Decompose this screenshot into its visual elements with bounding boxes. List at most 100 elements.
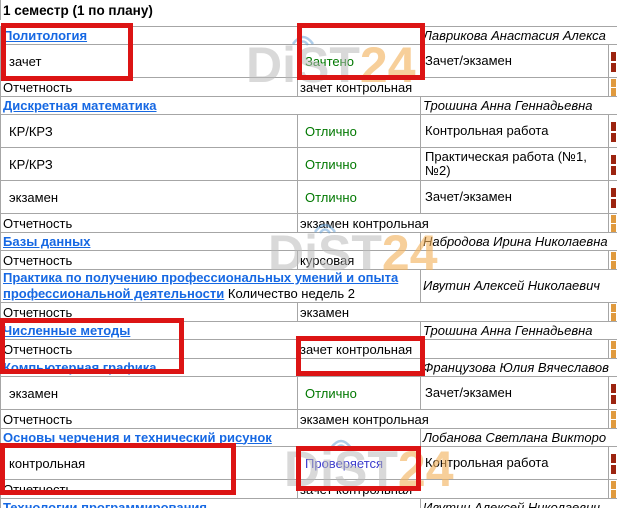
report-label: Отчетность xyxy=(0,479,298,499)
subject-link[interactable]: Практика по получению профессиональных у… xyxy=(3,270,399,302)
report-label: Отчетность xyxy=(0,409,298,429)
table-row-title: Технологии программирования Ивутин Алексе… xyxy=(0,498,617,508)
edge-clipped-cell xyxy=(608,250,617,270)
table-row-title: Практика по получению профессиональных у… xyxy=(0,269,617,303)
edge-clipped-cell xyxy=(608,44,617,78)
table-row-data: зачет Зачтено Зачет/экзамен xyxy=(0,44,617,78)
subject-link[interactable]: Политология xyxy=(3,27,88,43)
teacher-name: Трошина Анна Геннадьевна xyxy=(420,96,617,115)
edge-text-fragment xyxy=(611,199,617,208)
subject-link[interactable]: Основы черчения и технический рисунок xyxy=(3,429,272,445)
subject-link[interactable]: Дискретная математика xyxy=(3,97,157,113)
table-edge-tick xyxy=(0,0,1,20)
edge-clipped-cell xyxy=(608,147,617,181)
control-type-label: зачет xyxy=(0,44,298,78)
edge-text-fragment xyxy=(611,490,617,498)
report-value: зачет контрольная xyxy=(296,339,610,359)
edge-clipped-cell xyxy=(608,339,617,359)
edge-text-fragment xyxy=(611,155,617,164)
edge-text-fragment xyxy=(611,166,617,175)
subject-cell: Политология xyxy=(0,26,422,45)
table-row-report: Отчетность экзамен контрольная xyxy=(0,213,617,233)
edge-text-fragment xyxy=(611,313,617,321)
grades-table: Политология Лаврикова Анастасия Алекса зач… xyxy=(0,26,617,508)
edge-clipped-cell xyxy=(608,77,617,97)
subject-cell: Практика по получению профессиональных у… xyxy=(0,269,422,303)
teacher-name: Ивутин Алексей Николаевич xyxy=(420,498,617,508)
table-row-data: КР/КРЗ Отлично Контрольная работа xyxy=(0,114,617,148)
edge-clipped-cell xyxy=(608,213,617,233)
edge-text-fragment xyxy=(611,252,617,260)
subject-link[interactable]: Численные методы xyxy=(3,322,131,338)
table-row-title: Базы данных Набродова Ирина Николаевна xyxy=(0,232,617,251)
report-value: экзамен контрольная xyxy=(296,213,610,233)
teacher-name: Ивутин Алексей Николаевич xyxy=(420,269,617,303)
teacher-name: Трошина Анна Геннадьевна xyxy=(420,321,617,340)
edge-text-fragment xyxy=(611,88,617,96)
table-row-data: контрольная Проверяется Контрольная работа xyxy=(0,446,617,480)
edge-text-fragment xyxy=(611,454,617,463)
report-label: Отчетность xyxy=(0,339,298,359)
edge-text-fragment xyxy=(611,384,617,393)
edge-text-fragment xyxy=(611,79,617,87)
edge-text-fragment xyxy=(611,395,617,404)
edge-text-fragment xyxy=(611,304,617,312)
control-type-label: экзамен xyxy=(0,376,298,410)
work-type-label: Зачет/экзамен xyxy=(420,376,610,410)
edge-text-fragment xyxy=(611,411,617,419)
subject-link[interactable]: Технологии программирования xyxy=(3,499,207,508)
edge-text-fragment xyxy=(611,350,617,358)
subject-cell: Дискретная математика xyxy=(0,96,422,115)
grade-value: Отлично xyxy=(296,114,422,148)
report-value: курсовая xyxy=(296,250,610,270)
report-value: экзамен xyxy=(296,302,610,322)
edge-text-fragment xyxy=(611,481,617,489)
work-type-label: Контрольная работа xyxy=(420,446,610,480)
teacher-name: Набродова Ирина Николаевна xyxy=(420,232,617,251)
work-type-label: Зачет/экзамен xyxy=(420,180,610,214)
edge-text-fragment xyxy=(611,215,617,223)
subject-cell: Компьютерная графика xyxy=(0,358,422,377)
table-row-report: Отчетность курсовая xyxy=(0,250,617,270)
teacher-name: Лобанова Светлана Викторо xyxy=(420,428,617,447)
subject-cell: Технологии программирования xyxy=(0,498,422,508)
table-row-report: Отчетность экзамен xyxy=(0,302,617,322)
edge-text-fragment xyxy=(611,261,617,269)
edge-text-fragment xyxy=(611,52,617,61)
table-row-data: экзамен Отлично Зачет/экзамен xyxy=(0,376,617,410)
table-row-report: Отчетность зачет контрольная xyxy=(0,77,617,97)
edge-clipped-cell xyxy=(608,114,617,148)
report-value: зачет контрольная xyxy=(296,77,610,97)
table-row-report: Отчетность зачет контрольная xyxy=(0,339,617,359)
table-row-title: Политология Лаврикова Анастасия Алекса xyxy=(0,26,617,45)
table-row-title: Основы черчения и технический рисунок Лоб… xyxy=(0,428,617,447)
edge-text-fragment xyxy=(611,224,617,232)
control-type-label: КР/КРЗ xyxy=(0,147,298,181)
table-row-data: КР/КРЗ Отлично Практическая работа (№1, №2… xyxy=(0,147,617,181)
table-row-report: Отчетность зачет контрольная xyxy=(0,479,617,499)
work-type-label: Зачет/экзамен xyxy=(420,44,610,78)
subject-cell: Базы данных xyxy=(0,232,422,251)
report-label: Отчетность xyxy=(0,250,298,270)
edge-text-fragment xyxy=(611,465,617,474)
grade-value: Проверяется xyxy=(296,446,422,480)
edge-text-fragment xyxy=(611,133,617,142)
table-row-data: экзамен Отлично Зачет/экзамен xyxy=(0,180,617,214)
control-type-label: контрольная xyxy=(0,446,298,480)
teacher-name: Французова Юлия Вячеславов xyxy=(420,358,617,377)
work-type-label: Контрольная работа xyxy=(420,114,610,148)
edge-text-fragment xyxy=(611,188,617,197)
grade-value: Отлично xyxy=(296,376,422,410)
edge-text-fragment xyxy=(611,122,617,131)
edge-clipped-cell xyxy=(608,180,617,214)
subject-link[interactable]: Компьютерная графика xyxy=(3,359,157,375)
table-row-report: Отчетность экзамен контрольная xyxy=(0,409,617,429)
subject-link[interactable]: Базы данных xyxy=(3,233,91,249)
edge-clipped-cell xyxy=(608,376,617,410)
edge-text-fragment xyxy=(611,420,617,428)
table-row-title: Компьютерная графика Французова Юлия Вяче… xyxy=(0,358,617,377)
report-label: Отчетность xyxy=(0,213,298,233)
work-type-label: Практическая работа (№1, №2) xyxy=(420,147,610,181)
teacher-name: Лаврикова Анастасия Алекса xyxy=(420,26,617,45)
